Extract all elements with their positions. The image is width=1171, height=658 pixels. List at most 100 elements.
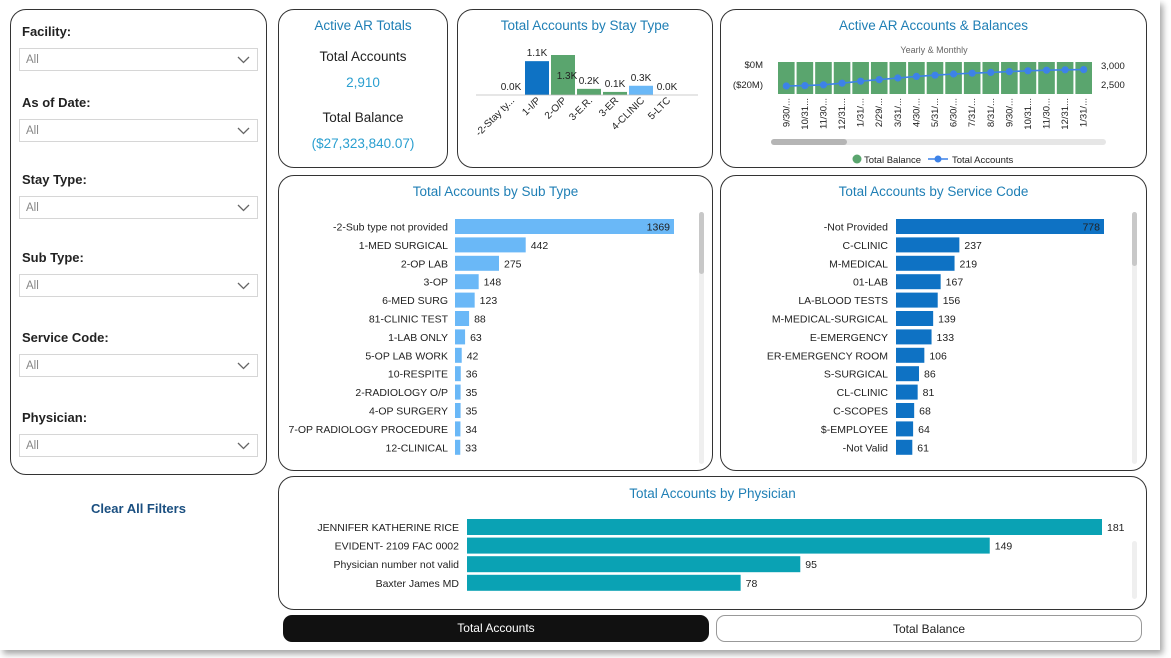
stay-category-label: 3-ER xyxy=(597,95,621,119)
trend-category-label: 9/30/... xyxy=(1004,98,1015,127)
ar-trend-chart: Yearly & Monthly $0M ($20M) 3,000 2,500 9/30/… xyxy=(733,45,1125,166)
stay-bar-value-label: 1.3K xyxy=(557,71,578,82)
bar xyxy=(455,311,470,326)
bar-category-label: C-CLINIC xyxy=(842,240,888,252)
filter-label: Sub Type: xyxy=(22,250,84,265)
bar xyxy=(467,574,741,591)
bar-category-label: -Not Valid xyxy=(843,442,888,454)
filter-dropdown[interactable]: All xyxy=(19,354,258,377)
chevron-down-icon xyxy=(237,204,250,212)
bar-value-label: 275 xyxy=(504,258,522,270)
bar-value-label: 61 xyxy=(917,442,929,454)
bar-category-label: 81-CLINIC TEST xyxy=(369,314,449,326)
physician-chart-title: Total Accounts by Physician xyxy=(629,486,796,501)
total-accounts-value: 2,910 xyxy=(346,75,380,90)
balance-bar xyxy=(982,62,1000,94)
bar-value-label: 35 xyxy=(466,406,478,418)
sub-type-chart: -2-Sub type not provided 1369 1-MED SURGIC… xyxy=(289,219,674,455)
service-code-scrollbar[interactable] xyxy=(1132,212,1137,266)
filter-dropdown[interactable]: All xyxy=(19,196,258,219)
bar-category-label: M-MEDICAL xyxy=(829,258,888,270)
trend-scrollbar[interactable] xyxy=(771,139,847,145)
chevron-down-icon xyxy=(237,362,250,370)
filter-dropdown-value: All xyxy=(26,360,39,372)
bar-value-label: 64 xyxy=(918,424,930,436)
bar xyxy=(896,439,913,455)
sub-type-scroll-track[interactable] xyxy=(699,212,704,464)
bar-value-label: 1369 xyxy=(647,222,671,234)
trend-category-label: 1/31/... xyxy=(1079,98,1090,127)
accounts-line-point xyxy=(1024,67,1032,75)
bar-category-label: 5-OP LAB WORK xyxy=(365,350,448,362)
bar-category-label: 2-RADIOLOGY O/P xyxy=(355,387,448,399)
filter-dropdown[interactable]: All xyxy=(19,119,258,142)
trend-category-label: 1/31/... xyxy=(856,98,867,127)
filter-dropdown[interactable]: All xyxy=(19,48,258,71)
stay-category-label: 3-E.R. xyxy=(567,95,595,123)
bar-category-label: LA-BLOOD TESTS xyxy=(798,295,888,307)
bar-value-label: 123 xyxy=(480,295,498,307)
service-code-scroll-track[interactable] xyxy=(1132,212,1137,464)
bar-category-label: 12-CLINICAL xyxy=(386,442,449,454)
bar-category-label: 6-MED SURG xyxy=(382,295,448,307)
bar-category-label: -2-Sub type not provided xyxy=(333,222,448,234)
bar xyxy=(467,537,990,554)
bar-category-label: 1-LAB ONLY xyxy=(388,332,448,344)
clear-all-filters-button[interactable]: Clear All Filters xyxy=(91,501,186,516)
total-balance-toggle[interactable]: Total Balance xyxy=(716,615,1142,642)
accounts-line-point xyxy=(987,68,995,76)
bar-category-label: 10-RESPITE xyxy=(388,369,448,381)
bar xyxy=(896,366,919,382)
bar xyxy=(455,384,461,400)
bar-category-label: 2-OP LAB xyxy=(401,258,448,270)
ar-trend-chart-title: Active AR Accounts & Balances xyxy=(838,18,1029,33)
stay-bar xyxy=(603,91,627,95)
stay-bar-value-label: 0.2K xyxy=(579,76,600,87)
bar-category-label: 3-OP xyxy=(423,277,448,289)
accounts-line-point xyxy=(931,71,939,79)
filter-dropdown-value: All xyxy=(26,440,39,452)
stay-type-chart: 0.0K -2-Stay ty... 1.1K 1-I/P 1.3K 2-O/P 0.2K 3… xyxy=(474,48,698,139)
trend-category-label: 11/30... xyxy=(1042,98,1053,129)
accounts-line-point xyxy=(801,82,809,90)
bar xyxy=(896,274,941,290)
trend-category-label: 7/31/... xyxy=(967,98,978,127)
bar-category-label: S-SURGICAL xyxy=(824,369,888,381)
service-code-chart-title: Total Accounts by Service Code xyxy=(838,184,1029,199)
bar-value-label: 81 xyxy=(923,387,935,399)
filter-label: As of Date: xyxy=(22,95,91,110)
sub-type-scrollbar[interactable] xyxy=(699,212,704,274)
filter-dropdown[interactable]: All xyxy=(19,274,258,297)
filter-dropdown-value: All xyxy=(26,202,39,214)
stay-bar xyxy=(551,55,575,95)
bar xyxy=(896,292,938,308)
bar-category-label: E-EMERGENCY xyxy=(810,332,888,344)
bar-category-label: JENNIFER KATHERINE RICE xyxy=(317,522,459,534)
total-accounts-toggle[interactable]: Total Accounts xyxy=(283,615,709,642)
filter-dropdown[interactable]: All xyxy=(19,434,258,457)
bar-value-label: 68 xyxy=(919,406,931,418)
bar xyxy=(896,329,932,345)
accounts-line-point xyxy=(857,77,865,85)
filter-panel: Facility: All As of Date: All Stay Type: All S… xyxy=(10,9,267,475)
bar xyxy=(455,403,461,418)
active-ar-totals-card: Active AR Totals Total Accounts 2,910 To… xyxy=(278,9,448,168)
bar-value-label: 237 xyxy=(964,240,982,252)
service-code-chart: -Not Provided 778 C-CLINIC 237 M-MEDICAL 219 0… xyxy=(767,219,1104,455)
filter-label: Service Code: xyxy=(22,330,109,345)
bar-category-label: M-MEDICAL-SURGICAL xyxy=(772,314,888,326)
bar xyxy=(455,366,461,382)
chevron-down-icon xyxy=(237,56,250,64)
right-axis-tick: 3,000 xyxy=(1101,61,1125,72)
accounts-line-point xyxy=(968,69,976,77)
bar-category-label: C-SCOPES xyxy=(833,406,888,418)
bar-value-label: 149 xyxy=(995,541,1013,553)
bar-value-label: 181 xyxy=(1107,522,1125,534)
filter-dropdown-value: All xyxy=(26,54,39,66)
physician-scroll-track[interactable] xyxy=(1132,541,1137,599)
bar-value-label: 78 xyxy=(746,578,758,590)
stay-bar-value-label: 0.0K xyxy=(657,82,678,93)
bar-value-label: 34 xyxy=(465,424,477,436)
bar xyxy=(455,347,462,363)
balance-bar xyxy=(963,62,981,94)
